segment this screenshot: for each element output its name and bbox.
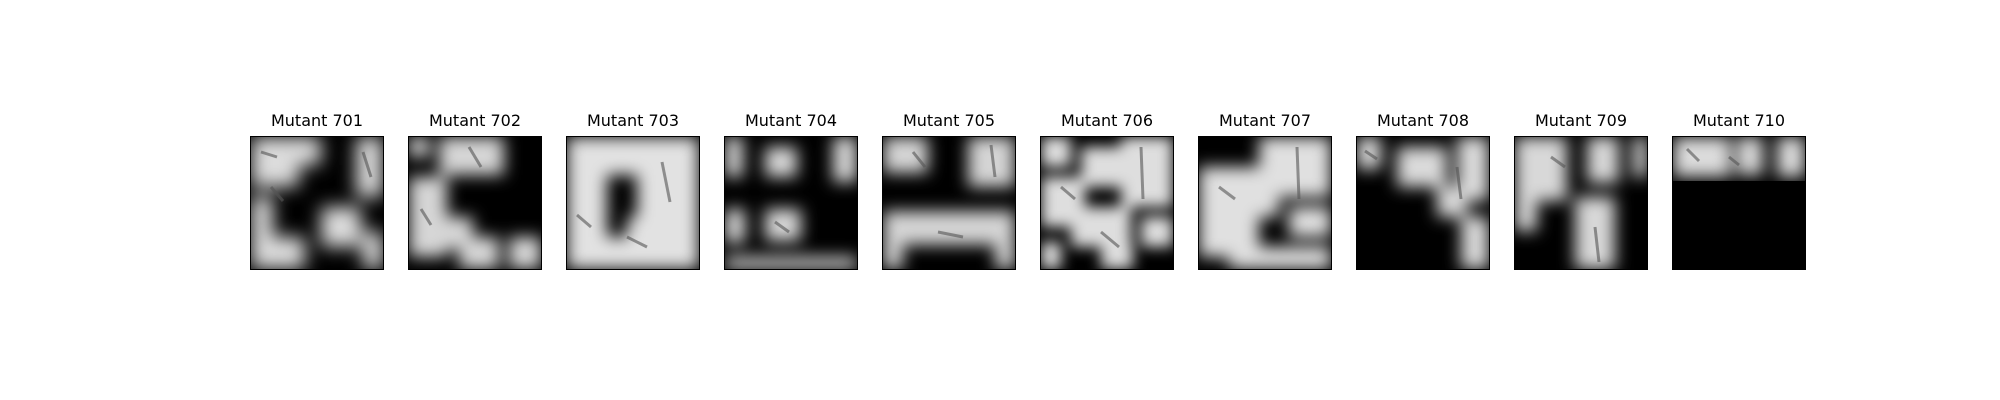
- panel-title: Mutant 704: [744, 111, 838, 130]
- mutant-image: [566, 136, 700, 270]
- panel-mutant-704: Mutant 704: [724, 110, 858, 270]
- mutant-image: [408, 136, 542, 270]
- panel-mutant-703: Mutant 703: [566, 110, 700, 270]
- mask-blobs-pattern-703-icon: [567, 137, 699, 269]
- panel-mutant-709: Mutant 709: [1514, 110, 1648, 270]
- panel-mutant-706: Mutant 706: [1040, 110, 1174, 270]
- mask-blobs-pattern-708-icon: [1357, 137, 1489, 269]
- panel-mutant-710: Mutant 710: [1672, 110, 1806, 270]
- panel-title: Mutant 703: [586, 111, 680, 130]
- panel-mutant-701: Mutant 701: [250, 110, 384, 270]
- mutant-image: [1356, 136, 1490, 270]
- mutant-image: [1198, 136, 1332, 270]
- panel-title: Mutant 706: [1060, 111, 1154, 130]
- mutant-image: [724, 136, 858, 270]
- mutant-image: [250, 136, 384, 270]
- mutant-image: [1672, 136, 1806, 270]
- mask-blobs-pattern-707-icon: [1199, 137, 1331, 269]
- mutant-image: [882, 136, 1016, 270]
- mask-blobs-pattern-705-icon: [883, 137, 1015, 269]
- panel-mutant-702: Mutant 702: [408, 110, 542, 270]
- mask-blobs-pattern-709-icon: [1515, 137, 1647, 269]
- mask-blobs-pattern-710-icon: [1673, 137, 1805, 269]
- mask-blobs-pattern-706-icon: [1041, 137, 1173, 269]
- mutant-image: [1040, 136, 1174, 270]
- panel-title: Mutant 708: [1376, 111, 1470, 130]
- panel-title: Mutant 702: [428, 111, 522, 130]
- mask-blobs-pattern-702-icon: [409, 137, 541, 269]
- panel-mutant-708: Mutant 708: [1356, 110, 1490, 270]
- panel-mutant-707: Mutant 707: [1198, 110, 1332, 270]
- mutant-image: [1514, 136, 1648, 270]
- mask-blobs-pattern-704-icon: [725, 137, 857, 269]
- panel-title: Mutant 705: [902, 111, 996, 130]
- panel-title: Mutant 707: [1218, 111, 1312, 130]
- panel-title: Mutant 701: [270, 111, 364, 130]
- mask-blobs-pattern-701-icon: [251, 137, 383, 269]
- panel-title: Mutant 710: [1692, 111, 1786, 130]
- panel-mutant-705: Mutant 705: [882, 110, 1016, 270]
- panel-title: Mutant 709: [1534, 111, 1628, 130]
